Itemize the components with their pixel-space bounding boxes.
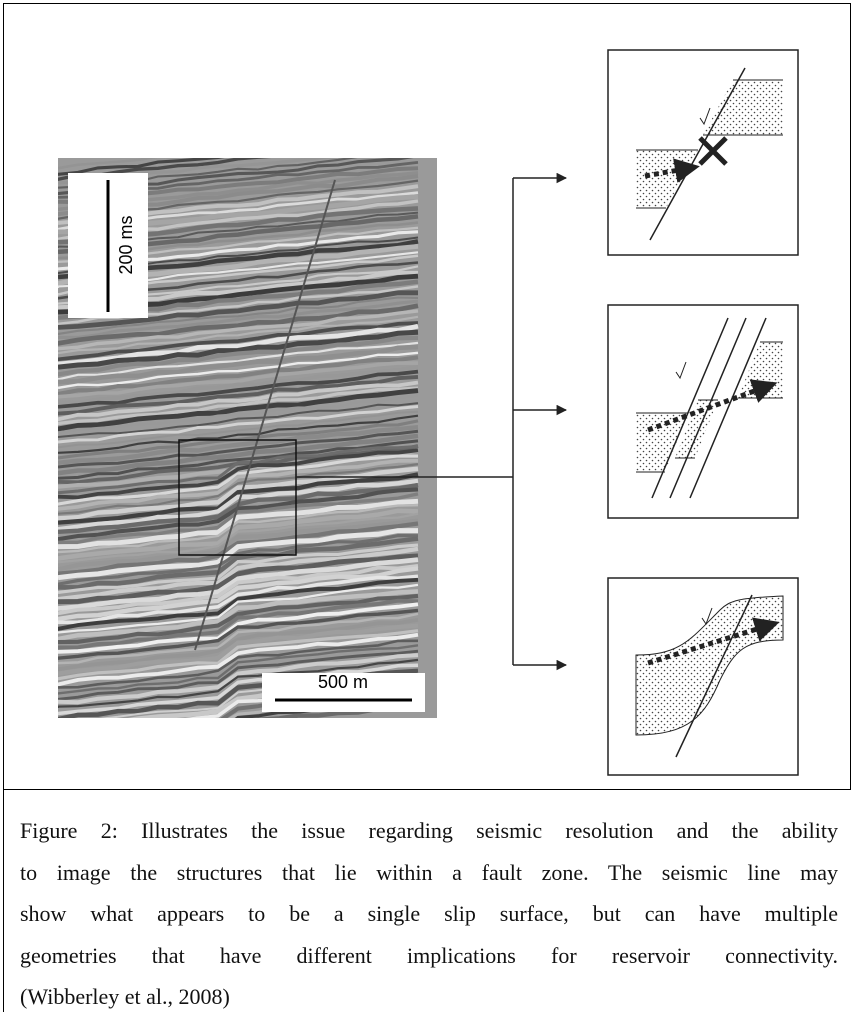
seismic-reflector [58, 329, 419, 370]
seismic-fault [194, 179, 336, 651]
panel-smeared-fault [607, 577, 799, 776]
seismic-reflector [58, 518, 419, 572]
seismic-reflector [58, 553, 419, 605]
seismic-reflector [58, 482, 419, 534]
seismic-reflector [58, 158, 181, 170]
seismic-reflector [58, 508, 419, 561]
seismic-reflector [58, 394, 419, 434]
zoom-box [178, 439, 297, 556]
seismic-reflector [58, 454, 419, 506]
seismic-reflector [58, 498, 419, 550]
caption-rule [3, 790, 4, 1012]
caption-line: (Wibberley et al., 2008) [20, 984, 230, 1009]
seismic-reflector [58, 492, 419, 544]
seismic-reflector [58, 557, 419, 611]
seismic-reflector [58, 290, 418, 330]
seismic-reflector [58, 361, 418, 399]
seismic-reflector [58, 663, 419, 716]
seismic-reflector [58, 402, 419, 438]
seismic-reflector [58, 439, 419, 480]
seismic-image [58, 158, 437, 718]
seismic-reflector [58, 533, 419, 586]
seismic-reflector [58, 644, 419, 695]
seismic-reflector [58, 323, 419, 367]
seismic-reflector [58, 299, 419, 339]
seismic-reflector [58, 577, 419, 631]
figure: 200 ms 500 m [3, 3, 851, 790]
seismic-reflector [58, 564, 419, 616]
caption-line: to image the structures that lie within … [20, 859, 838, 885]
seismic-reflector [58, 335, 419, 377]
seismic-reflector [58, 444, 419, 495]
seismic-reflector [58, 463, 419, 515]
seismic-reflector [58, 321, 419, 362]
distance-scale-label: 500 m [318, 672, 368, 692]
seismic-reflector [58, 355, 419, 396]
seismic-reflector [58, 341, 419, 381]
seismic-reflector [58, 380, 419, 422]
panel-multiple-faults [607, 304, 799, 519]
seismic-reflector [58, 315, 419, 355]
seismic-reflector [58, 487, 419, 542]
seismic-reflector [58, 598, 419, 650]
panel-sealing-fault [607, 49, 799, 256]
seismic-reflector [58, 612, 419, 665]
seismic-reflector [58, 388, 419, 432]
seismic-reflector [58, 608, 419, 660]
seismic-reflector [58, 574, 419, 625]
seismic-reflector [58, 623, 419, 676]
caption-line: Figure 2: Illustrates the issue regardin… [20, 818, 838, 843]
seismic-reflector [58, 444, 419, 485]
seismic-reflector [58, 458, 419, 511]
seismic-reflector [58, 472, 419, 525]
seismic-reflector [58, 602, 419, 654]
seismic-reflector [58, 296, 419, 336]
seismic-reflector [58, 309, 419, 351]
seismic-reflector [58, 521, 419, 576]
seismic-reflector [58, 618, 419, 672]
seismic-reflector [58, 351, 419, 390]
seismic-reflector [58, 543, 419, 594]
seismic-reflector [58, 433, 419, 476]
seismic-reflector [58, 429, 419, 469]
seismic-reflector [58, 546, 419, 602]
caption-line: geometries that have different implicati… [20, 942, 838, 968]
seismic-reflector [58, 593, 419, 645]
seismic-reflector [58, 386, 419, 426]
seismic-reflector [58, 425, 419, 465]
seismic-reflector [58, 639, 419, 689]
connector [296, 172, 568, 671]
seismic-reflector [58, 583, 419, 634]
seismic-reflector [58, 478, 419, 532]
seismic-reflector [58, 658, 419, 708]
seismic-reflector [58, 344, 419, 385]
seismic-reflector [58, 158, 225, 176]
seismic-reflector [58, 365, 419, 405]
seismic-reflector [58, 649, 419, 701]
seismic-reflector [58, 566, 419, 622]
seismic-reflector [58, 504, 419, 554]
seismic-reflector [58, 589, 419, 642]
seismic-reflector [58, 632, 419, 687]
seismic-reflector [58, 405, 419, 444]
seismic-reflector [58, 369, 419, 409]
seismic-reflector [58, 410, 419, 449]
caption-line: show what appears to be a single slip su… [20, 901, 838, 926]
seismic-reflector [58, 448, 419, 500]
seismic-reflector [58, 414, 419, 454]
seismic-reflector [58, 374, 419, 416]
seismic-reflector [58, 653, 419, 705]
distance-scale-box [262, 673, 425, 712]
figure-border [3, 3, 851, 790]
time-scale-label: 200 ms [116, 215, 136, 274]
seismic-reflector [58, 536, 419, 590]
caption: Figure 2: Illustrates the issue regardin… [20, 810, 838, 1018]
seismic-reflector [58, 629, 419, 681]
seismic-reflector [254, 702, 419, 718]
seismic-reflector [58, 303, 419, 346]
